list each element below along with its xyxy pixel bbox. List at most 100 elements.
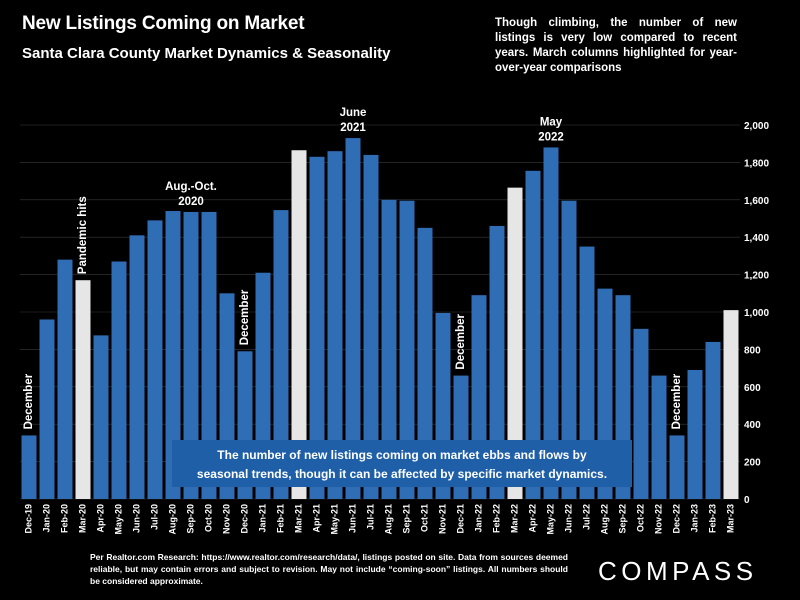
x-tick-label-mar-22: Mar-22 [509, 504, 519, 533]
x-tick-label-oct-20: Oct-20 [203, 504, 213, 532]
bar-sep-20 [183, 211, 199, 499]
x-tick-label-sep-22: Sep-22 [617, 504, 627, 534]
y-tick-label-2000: 2,000 [744, 121, 769, 132]
x-tick-label-oct-21: Oct-21 [419, 504, 429, 532]
annotation-aug-oct--line-2: 2020 [178, 196, 204, 208]
x-tick-label-aug-20: Aug-20 [167, 504, 177, 535]
x-tick-label-jan-21: Jan-21 [257, 504, 267, 533]
center-text-line-2: seasonal trends, though it can be affect… [197, 467, 607, 481]
x-tick-label-jan-22: Jan-22 [473, 504, 483, 533]
x-tick-label-jan-20: Jan-20 [41, 504, 51, 533]
x-tick-label-nov-21: Nov-21 [437, 504, 447, 534]
bar-aug-21 [381, 199, 397, 500]
y-axis-ticks: 0 200 400 600 800 1,000 1,200 1,400 1,600 1,800 2,… [744, 121, 769, 506]
y-tick-label-1400: 1,400 [744, 233, 769, 244]
x-tick-label-jan-23: Jan-23 [689, 504, 699, 533]
annotations: December Pandemic hits Aug.-Oct. 2020 Decemb… [23, 107, 683, 429]
bar-aug-20 [165, 211, 181, 499]
x-tick-label-apr-20: Apr-20 [95, 504, 105, 533]
bar-may-20 [111, 261, 127, 499]
x-tick-label-dec-20: Dec-20 [239, 504, 249, 534]
bar-feb-21 [273, 210, 289, 499]
chart-subtitle: Santa Clara County Market Dynamics & Sea… [22, 45, 391, 62]
x-tick-label-sep-20: Sep-20 [185, 504, 195, 534]
annotation-may-line-2: 2022 [538, 131, 564, 143]
bar-jan-23 [687, 369, 703, 499]
x-tick-label-aug-21: Aug-21 [383, 504, 393, 535]
bar-feb-23 [705, 341, 721, 499]
bar-oct-21 [417, 227, 433, 499]
annotation-june-line-2: 2021 [340, 122, 366, 134]
x-tick-label-jul-20: Jul-20 [149, 504, 159, 530]
x-tick-label-jun-20: Jun-20 [131, 504, 141, 533]
y-tick-label-1600: 1,600 [744, 196, 769, 207]
bar-mar-20 [75, 280, 91, 499]
bar-jan-20 [39, 319, 55, 499]
y-tick-label-1200: 1,200 [744, 271, 769, 282]
annotation-pandemic-hits-1: Pandemic hits [77, 196, 89, 274]
x-tick-label-aug-22: Aug-22 [599, 504, 609, 535]
annotation-june-line-1: June [340, 107, 367, 119]
bar-jun-20 [129, 235, 145, 499]
x-axis-ticks: Dec-19 Jan-20 Feb-20 Mar-20 Apr-20 May-20 Jun-… [23, 504, 735, 535]
bars [21, 138, 739, 500]
bar-mar-21 [291, 150, 307, 499]
x-tick-label-apr-21: Apr-21 [311, 504, 321, 533]
x-tick-label-may-21: May-21 [329, 504, 339, 535]
bar-apr-20 [93, 335, 109, 499]
x-tick-label-may-20: May-20 [113, 504, 123, 535]
bar-jun-21 [345, 138, 361, 499]
bar-nov-22 [651, 375, 667, 499]
x-tick-label-sep-21: Sep-21 [401, 504, 411, 534]
bar-jul-20 [147, 220, 163, 499]
bar-oct-20 [201, 211, 217, 499]
source-note: Per Realtor.com Research: https://www.re… [90, 552, 568, 586]
x-tick-label-nov-22: Nov-22 [653, 504, 663, 534]
y-tick-label-0: 0 [744, 495, 750, 506]
bar-may-22 [543, 147, 559, 499]
x-tick-label-jun-21: Jun-21 [347, 504, 357, 533]
bar-sep-21 [399, 200, 415, 500]
x-tick-label-nov-20: Nov-20 [221, 504, 231, 534]
bar-apr-21 [309, 156, 325, 500]
annotation-december-0: December [23, 373, 35, 429]
annotation-december-3: December [239, 289, 251, 345]
bar-dec-22 [669, 435, 685, 499]
y-tick-label-1000: 1,000 [744, 308, 769, 319]
x-tick-label-feb-22: Feb-22 [491, 504, 501, 533]
x-tick-label-jul-21: Jul-21 [365, 504, 375, 530]
x-tick-label-feb-20: Feb-20 [59, 504, 69, 533]
y-tick-label-600: 600 [744, 383, 761, 394]
top-right-note: Though climbing, the number of new listi… [495, 17, 737, 74]
bar-mar-23 [723, 310, 739, 499]
x-tick-label-dec-19: Dec-19 [23, 504, 33, 534]
bar-dec-19 [21, 435, 37, 499]
bar-jun-22 [561, 200, 577, 500]
x-tick-label-dec-22: Dec-22 [671, 504, 681, 534]
x-tick-label-jun-22: Jun-22 [563, 504, 573, 533]
chart-title: New Listings Coming on Market [22, 13, 305, 34]
y-tick-label-800: 800 [744, 345, 761, 356]
x-tick-label-dec-21: Dec-21 [455, 504, 465, 534]
y-tick-label-400: 400 [744, 420, 761, 431]
center-text-line-1: The number of new listings coming on mar… [217, 448, 587, 462]
x-tick-label-may-22: May-22 [545, 504, 555, 535]
bar-feb-22 [489, 225, 505, 500]
x-tick-label-oct-22: Oct-22 [635, 504, 645, 532]
annotation-december-7: December [671, 373, 683, 429]
compass-logo: COMPASS [598, 556, 758, 586]
bar-jul-21 [363, 154, 379, 500]
x-tick-label-feb-21: Feb-21 [275, 504, 285, 533]
x-tick-label-mar-20: Mar-20 [77, 504, 87, 533]
bar-mar-22 [507, 187, 523, 499]
y-tick-label-200: 200 [744, 458, 761, 469]
x-tick-label-mar-23: Mar-23 [725, 504, 735, 533]
annotation-aug-oct--line-1: Aug.-Oct. [165, 181, 217, 193]
x-tick-label-apr-22: Apr-22 [527, 504, 537, 533]
bar-apr-22 [525, 170, 541, 499]
bar-feb-20 [57, 259, 73, 499]
x-tick-label-jul-22: Jul-22 [581, 504, 591, 530]
x-tick-label-mar-21: Mar-21 [293, 504, 303, 533]
bar-jul-22 [579, 246, 595, 499]
